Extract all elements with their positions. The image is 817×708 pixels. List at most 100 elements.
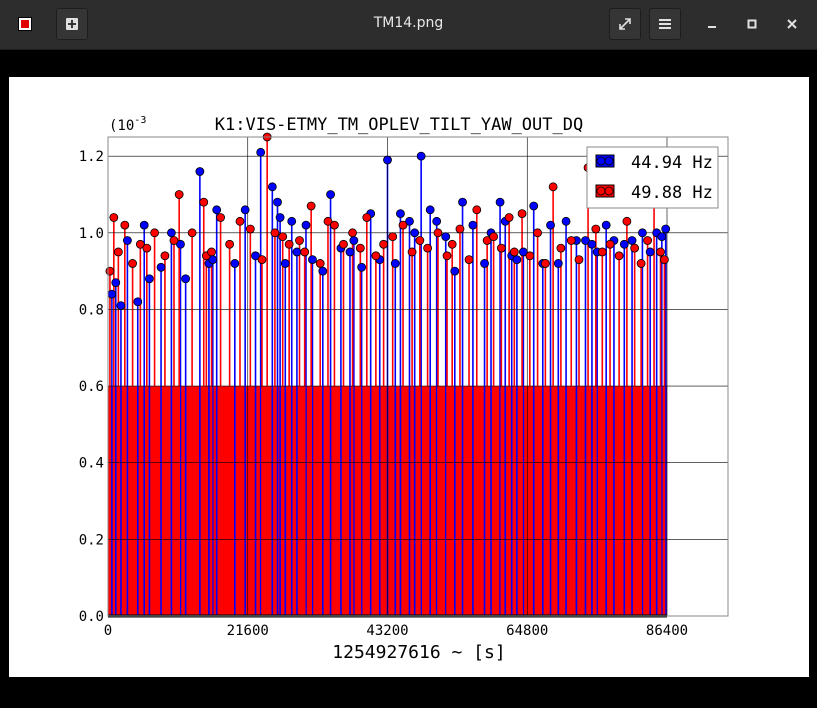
point-series-2 <box>496 243 506 253</box>
legend: 44.94 Hz 49.88 Hz <box>586 146 719 209</box>
point-series-2 <box>533 228 543 238</box>
point-series-2 <box>630 243 640 253</box>
x-tick-label: 86400 <box>646 623 688 639</box>
menu-icon <box>659 19 671 29</box>
point-series-2 <box>656 247 665 257</box>
point-series-2 <box>636 259 646 268</box>
point-series-1 <box>458 197 467 207</box>
point-series-1 <box>267 182 277 192</box>
point-series-1 <box>349 236 359 245</box>
point-series-2 <box>120 220 130 230</box>
maximize-button[interactable] <box>740 12 764 36</box>
point-series-1 <box>273 197 282 207</box>
point-series-2 <box>566 236 576 245</box>
point-series-2 <box>464 255 474 265</box>
x-axis-label: 1254927616 ~ [s] <box>332 642 505 663</box>
point-series-2 <box>150 228 159 238</box>
point-series-1 <box>287 216 297 226</box>
point-series-2 <box>605 239 615 249</box>
point-series-2 <box>284 239 294 249</box>
point-series-2 <box>591 224 601 234</box>
point-series-2 <box>574 255 584 265</box>
point-series-1 <box>396 209 405 219</box>
x-tick-label: 21600 <box>227 623 269 639</box>
point-series-1 <box>145 274 154 284</box>
point-series-2 <box>643 236 652 245</box>
point-series-1 <box>480 259 489 268</box>
point-series-1 <box>275 213 285 222</box>
point-series-2 <box>245 224 255 234</box>
point-series-2 <box>362 213 372 222</box>
y-tick-label: 0.0 <box>79 609 104 625</box>
point-series-1 <box>280 259 290 268</box>
point-series-2 <box>160 251 170 261</box>
minimize-button[interactable] <box>700 12 724 36</box>
y-tick-label: 0.8 <box>79 302 104 318</box>
image-canvas: 0 21600 43200 64800 86400 0.0 0.2 0.4 0.6 0.8 1.0 1… <box>9 77 809 677</box>
point-series-2 <box>540 259 550 268</box>
point-series-2 <box>174 190 184 199</box>
point-series-1 <box>645 247 655 257</box>
point-series-2 <box>482 236 492 245</box>
chart-title: K1:VIS-ETMY_TM_OPLEV_TILT_YAW_OUT_DQ <box>215 115 583 135</box>
image-viewer: 0 21600 43200 64800 86400 0.0 0.2 0.4 0.6 0.8 1.0 1… <box>0 50 817 708</box>
point-series-2 <box>105 266 115 276</box>
point-series-1 <box>441 232 451 242</box>
point-series-1 <box>601 220 611 230</box>
x-tick-label: 0 <box>104 623 112 639</box>
point-series-2 <box>278 232 288 242</box>
new-tab-icon <box>66 18 78 30</box>
point-series-1 <box>587 239 597 249</box>
point-series-1 <box>195 167 205 176</box>
fullscreen-icon <box>619 18 631 30</box>
point-series-1 <box>251 251 260 261</box>
point-series-2 <box>660 255 669 265</box>
point-series-2 <box>622 216 632 226</box>
point-series-1 <box>416 151 426 161</box>
point-series-2 <box>388 232 398 242</box>
point-series-1 <box>561 216 571 226</box>
point-series-1 <box>326 190 335 199</box>
x-tick-label: 64800 <box>506 623 548 639</box>
point-series-2 <box>489 232 499 242</box>
point-series-1 <box>512 255 522 265</box>
window-title: TM14.png <box>373 15 444 31</box>
fullscreen-button[interactable] <box>609 8 641 40</box>
point-series-1 <box>240 205 250 215</box>
menu-button[interactable] <box>649 8 681 40</box>
point-series-2 <box>379 239 389 249</box>
point-series-1 <box>107 289 117 299</box>
y-tick-label: 0.2 <box>79 532 104 548</box>
close-icon <box>787 19 797 29</box>
point-series-2 <box>371 251 381 261</box>
close-button[interactable] <box>780 12 804 36</box>
point-series-1 <box>181 274 191 284</box>
point-series-2 <box>225 239 235 249</box>
point-series-1 <box>301 220 311 230</box>
y-tick-label: 1.0 <box>79 226 104 242</box>
point-series-2 <box>135 239 145 249</box>
point-series-2 <box>339 239 348 249</box>
chart: 0 21600 43200 64800 86400 0.0 0.2 0.4 0.6 0.8 1.0 1… <box>79 115 729 663</box>
point-series-2 <box>323 216 333 226</box>
new-tab-button[interactable] <box>56 8 88 40</box>
y-tick-label: 0.4 <box>79 456 104 472</box>
point-series-2 <box>442 251 452 261</box>
point-series-2 <box>525 251 535 261</box>
minimize-icon <box>708 26 716 28</box>
point-series-1 <box>292 247 302 257</box>
point-series-2 <box>423 243 433 253</box>
point-series-2 <box>295 236 304 245</box>
x-tick-label: 43200 <box>366 623 408 639</box>
point-series-1 <box>661 224 671 234</box>
point-series-1 <box>390 259 400 268</box>
point-series-2 <box>407 247 417 257</box>
point-series-2 <box>548 182 558 192</box>
point-series-2 <box>556 243 566 253</box>
point-series-2 <box>109 213 119 222</box>
point-series-2 <box>235 216 245 226</box>
point-series-2 <box>315 259 325 268</box>
point-series-1 <box>139 220 149 230</box>
point-series-2 <box>330 220 339 230</box>
point-series-1 <box>546 220 555 230</box>
